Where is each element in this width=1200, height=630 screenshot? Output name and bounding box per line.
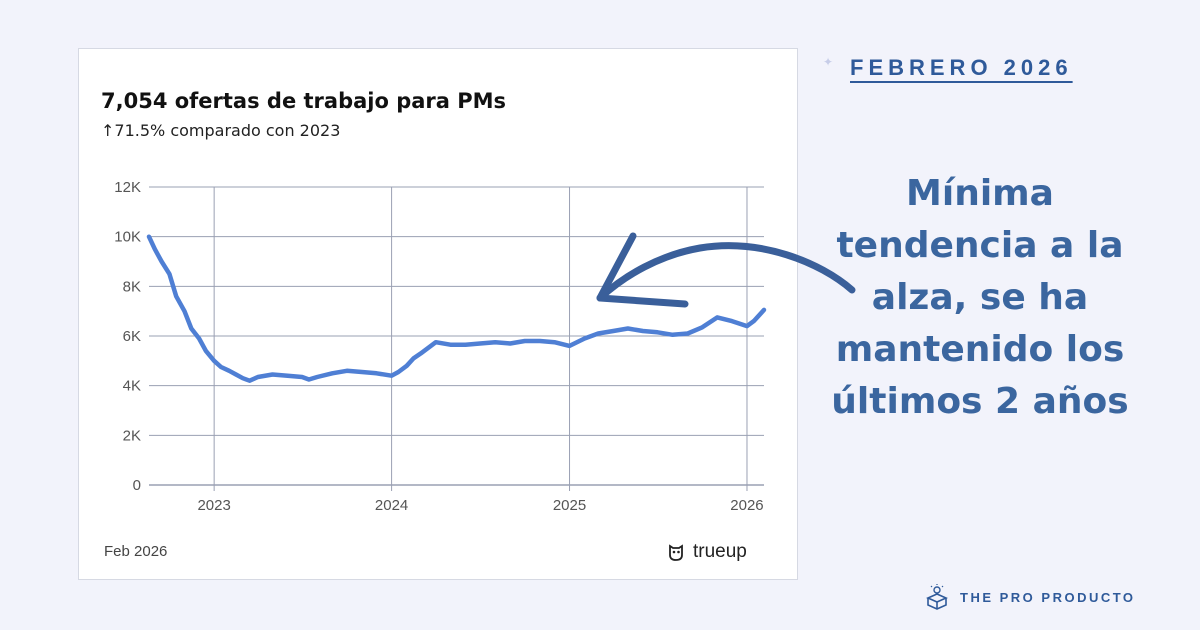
sparkle-icon: ✦ <box>823 55 834 69</box>
series-line <box>146 234 767 383</box>
chart-subtitle: ↑71.5% comparado con 2023 <box>101 121 341 140</box>
y-tick-label: 8K <box>123 278 141 295</box>
grid: 0 2K 4K 6K 8K 10K 12K 2023 2024 2025 2026 <box>114 179 764 514</box>
brand-logo: THE PRO PRODUCTO <box>924 584 1136 610</box>
y-tick-label: 10K <box>114 229 141 246</box>
y-tick-label: 2K <box>123 427 141 444</box>
callout-text: Mínima tendencia a la alza, se ha manten… <box>831 173 1129 422</box>
chart-card: 0 2K 4K 6K 8K 10K 12K 2023 2024 2025 2026 7,054 of… <box>78 48 798 580</box>
owl-icon <box>669 544 683 561</box>
chart-title: 7,054 ofertas de trabajo para PMs <box>101 89 507 113</box>
x-tick-label: 2025 <box>553 497 586 514</box>
lightbulb-box-icon <box>926 584 948 610</box>
source-name: trueup <box>693 541 747 562</box>
y-tick-label: 4K <box>123 378 141 395</box>
y-tick-label: 0 <box>133 477 141 494</box>
x-tick-label: 2023 <box>197 497 230 514</box>
footer-date: Feb 2026 <box>104 543 168 560</box>
series-line-layer <box>146 234 767 383</box>
y-tick-label: 12K <box>114 179 141 196</box>
date-header: FEBRERO 2026 <box>850 55 1073 80</box>
x-tick-label: 2024 <box>375 497 408 514</box>
source-logo: trueup <box>667 541 747 563</box>
x-tick-label: 2026 <box>730 497 763 514</box>
brand-name: THE PRO PRODUCTO <box>960 589 1136 605</box>
y-tick-label: 6K <box>123 328 141 345</box>
